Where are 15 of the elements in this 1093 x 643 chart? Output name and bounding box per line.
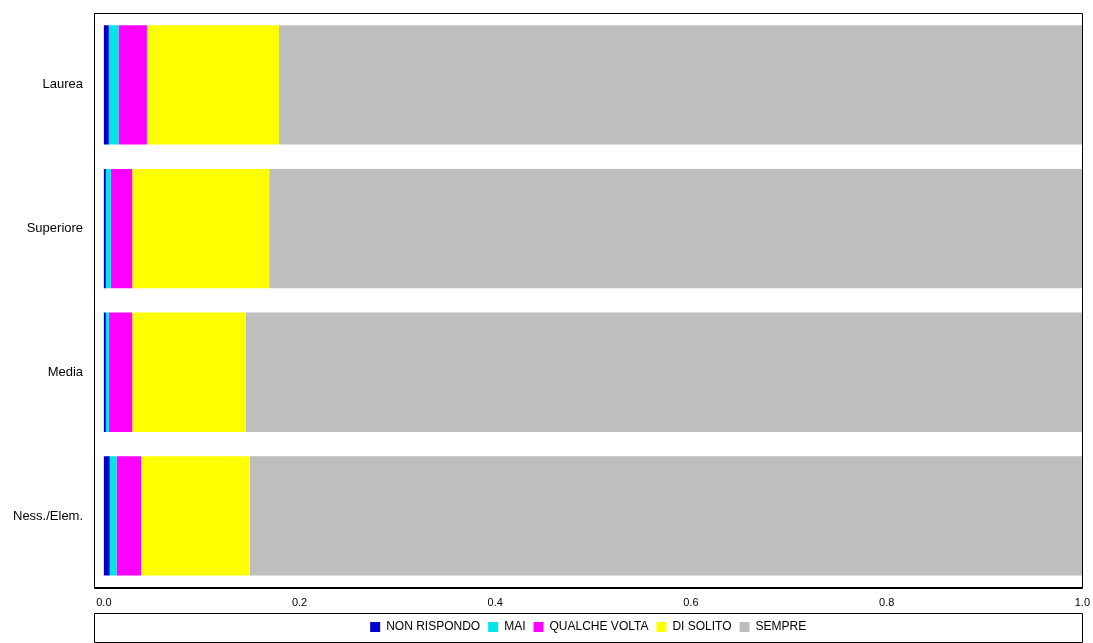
- y-tick-label: Ness./Elem.: [12, 507, 84, 523]
- y-tick-label: Superiore: [26, 220, 84, 236]
- legend-label: QUALCHE VOLTA: [549, 619, 649, 634]
- x-tick-label: 1.0: [1074, 596, 1090, 609]
- x-tick-label: 0.8: [879, 596, 895, 609]
- x-tick-label: 0.6: [683, 596, 699, 609]
- legend-label: MAI: [504, 619, 526, 634]
- legend-label: SEMPRE: [755, 619, 807, 634]
- x-tick-label: 0.2: [291, 596, 308, 609]
- x-tick-label: 0.4: [487, 596, 503, 609]
- y-tick-label: Media: [47, 363, 84, 379]
- x-tick-label: 0.0: [96, 596, 112, 609]
- legend-label: DI SOLITO: [672, 619, 732, 634]
- y-tick-label: Laurea: [42, 76, 84, 92]
- legend-label: NON RISPONDO: [386, 619, 481, 634]
